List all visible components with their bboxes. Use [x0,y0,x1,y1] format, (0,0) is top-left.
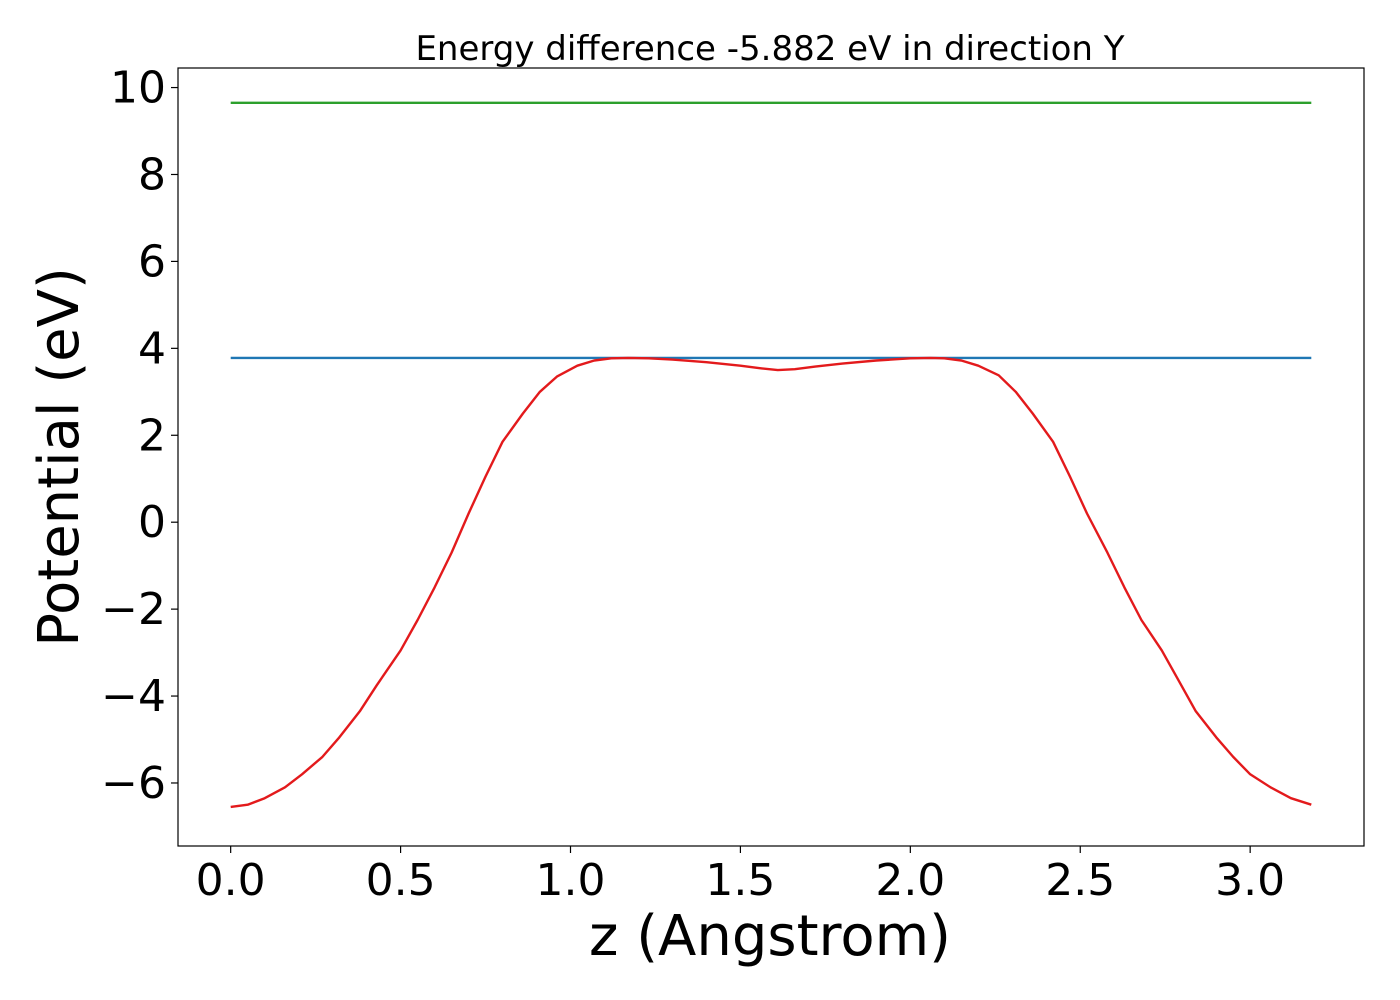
y-tick-label: −2 [101,584,166,635]
x-axis-label: z (Angstrom) [589,904,951,969]
x-tick-label: 0.0 [196,855,266,906]
series-line-3 [230,356,1312,809]
plot-area [230,101,1312,809]
axes-frame [177,67,1365,847]
y-tick-label: −6 [101,758,166,809]
x-tick-label: 1.5 [705,855,775,906]
x-tick-label: 3.0 [1215,855,1285,906]
y-axis: −6 −4 −2 0 2 4 6 8 10 [101,63,178,809]
x-axis: 0.0 0.5 1.0 1.5 2.0 2.5 3.0 [196,846,1285,906]
y-tick-label: 10 [110,63,166,114]
y-axis-label: Potential (eV) [27,267,92,647]
x-tick-label: 1.0 [536,855,606,906]
y-tick-label: 0 [138,497,166,548]
y-tick-label: 8 [138,149,166,200]
chart-title: Energy difference -5.882 eV in direction… [415,29,1124,69]
y-tick-label: 6 [138,236,166,287]
y-tick-label: −4 [101,671,166,722]
y-tick-label: 2 [138,410,166,461]
x-tick-label: 2.5 [1045,855,1115,906]
x-tick-label: 2.0 [875,855,945,906]
x-tick-label: 0.5 [366,855,436,906]
y-tick-label: 4 [138,323,166,374]
